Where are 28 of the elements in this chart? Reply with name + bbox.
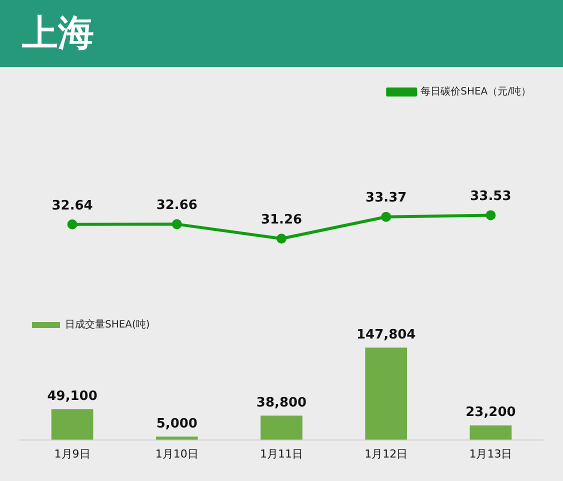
bar: [260, 416, 302, 440]
data-label: 38,800: [256, 395, 307, 410]
data-label: 31.26: [260, 212, 302, 228]
x-tick-label: 1月11日: [260, 447, 303, 460]
point: [172, 219, 182, 230]
point: [276, 234, 286, 244]
data-label: 147,804: [356, 327, 416, 342]
point: [67, 219, 78, 230]
data-label: 23,200: [466, 405, 516, 420]
point: [381, 212, 392, 222]
data-label: 32.64: [52, 198, 93, 214]
data-label: 5,000: [156, 416, 198, 432]
legend-label: 每日碳价SHEA（元/吨）: [420, 86, 532, 98]
bar: [156, 436, 198, 440]
point: [486, 210, 496, 220]
bar: [51, 409, 94, 440]
data-label: 49,100: [47, 389, 98, 404]
data-label: 32.66: [156, 198, 198, 214]
x-tick-label: 1月13日: [469, 447, 512, 460]
bar: [470, 425, 512, 440]
bar: [365, 348, 408, 440]
data-label: 33.53: [470, 189, 512, 204]
data-label: 33.37: [366, 190, 407, 206]
legend-label: 日成交量SHEA(吨): [65, 318, 150, 331]
x-tick-label: 1月9日: [54, 447, 90, 460]
x-tick-label: 1月10日: [155, 447, 198, 460]
x-tick-label: 1月12日: [364, 447, 408, 460]
chart-title: 上海: [22, 12, 94, 56]
